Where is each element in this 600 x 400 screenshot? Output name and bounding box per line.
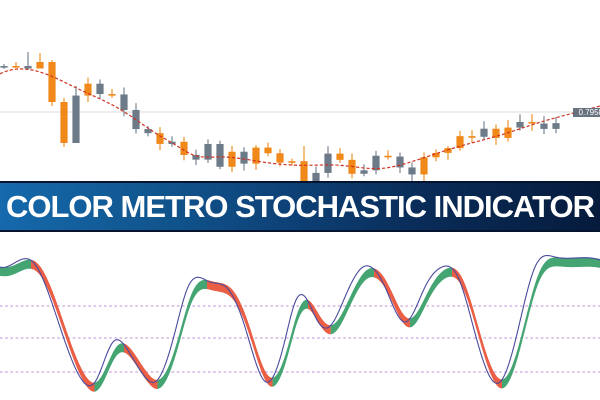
svg-text:0.79583: 0.79583 <box>579 108 600 117</box>
